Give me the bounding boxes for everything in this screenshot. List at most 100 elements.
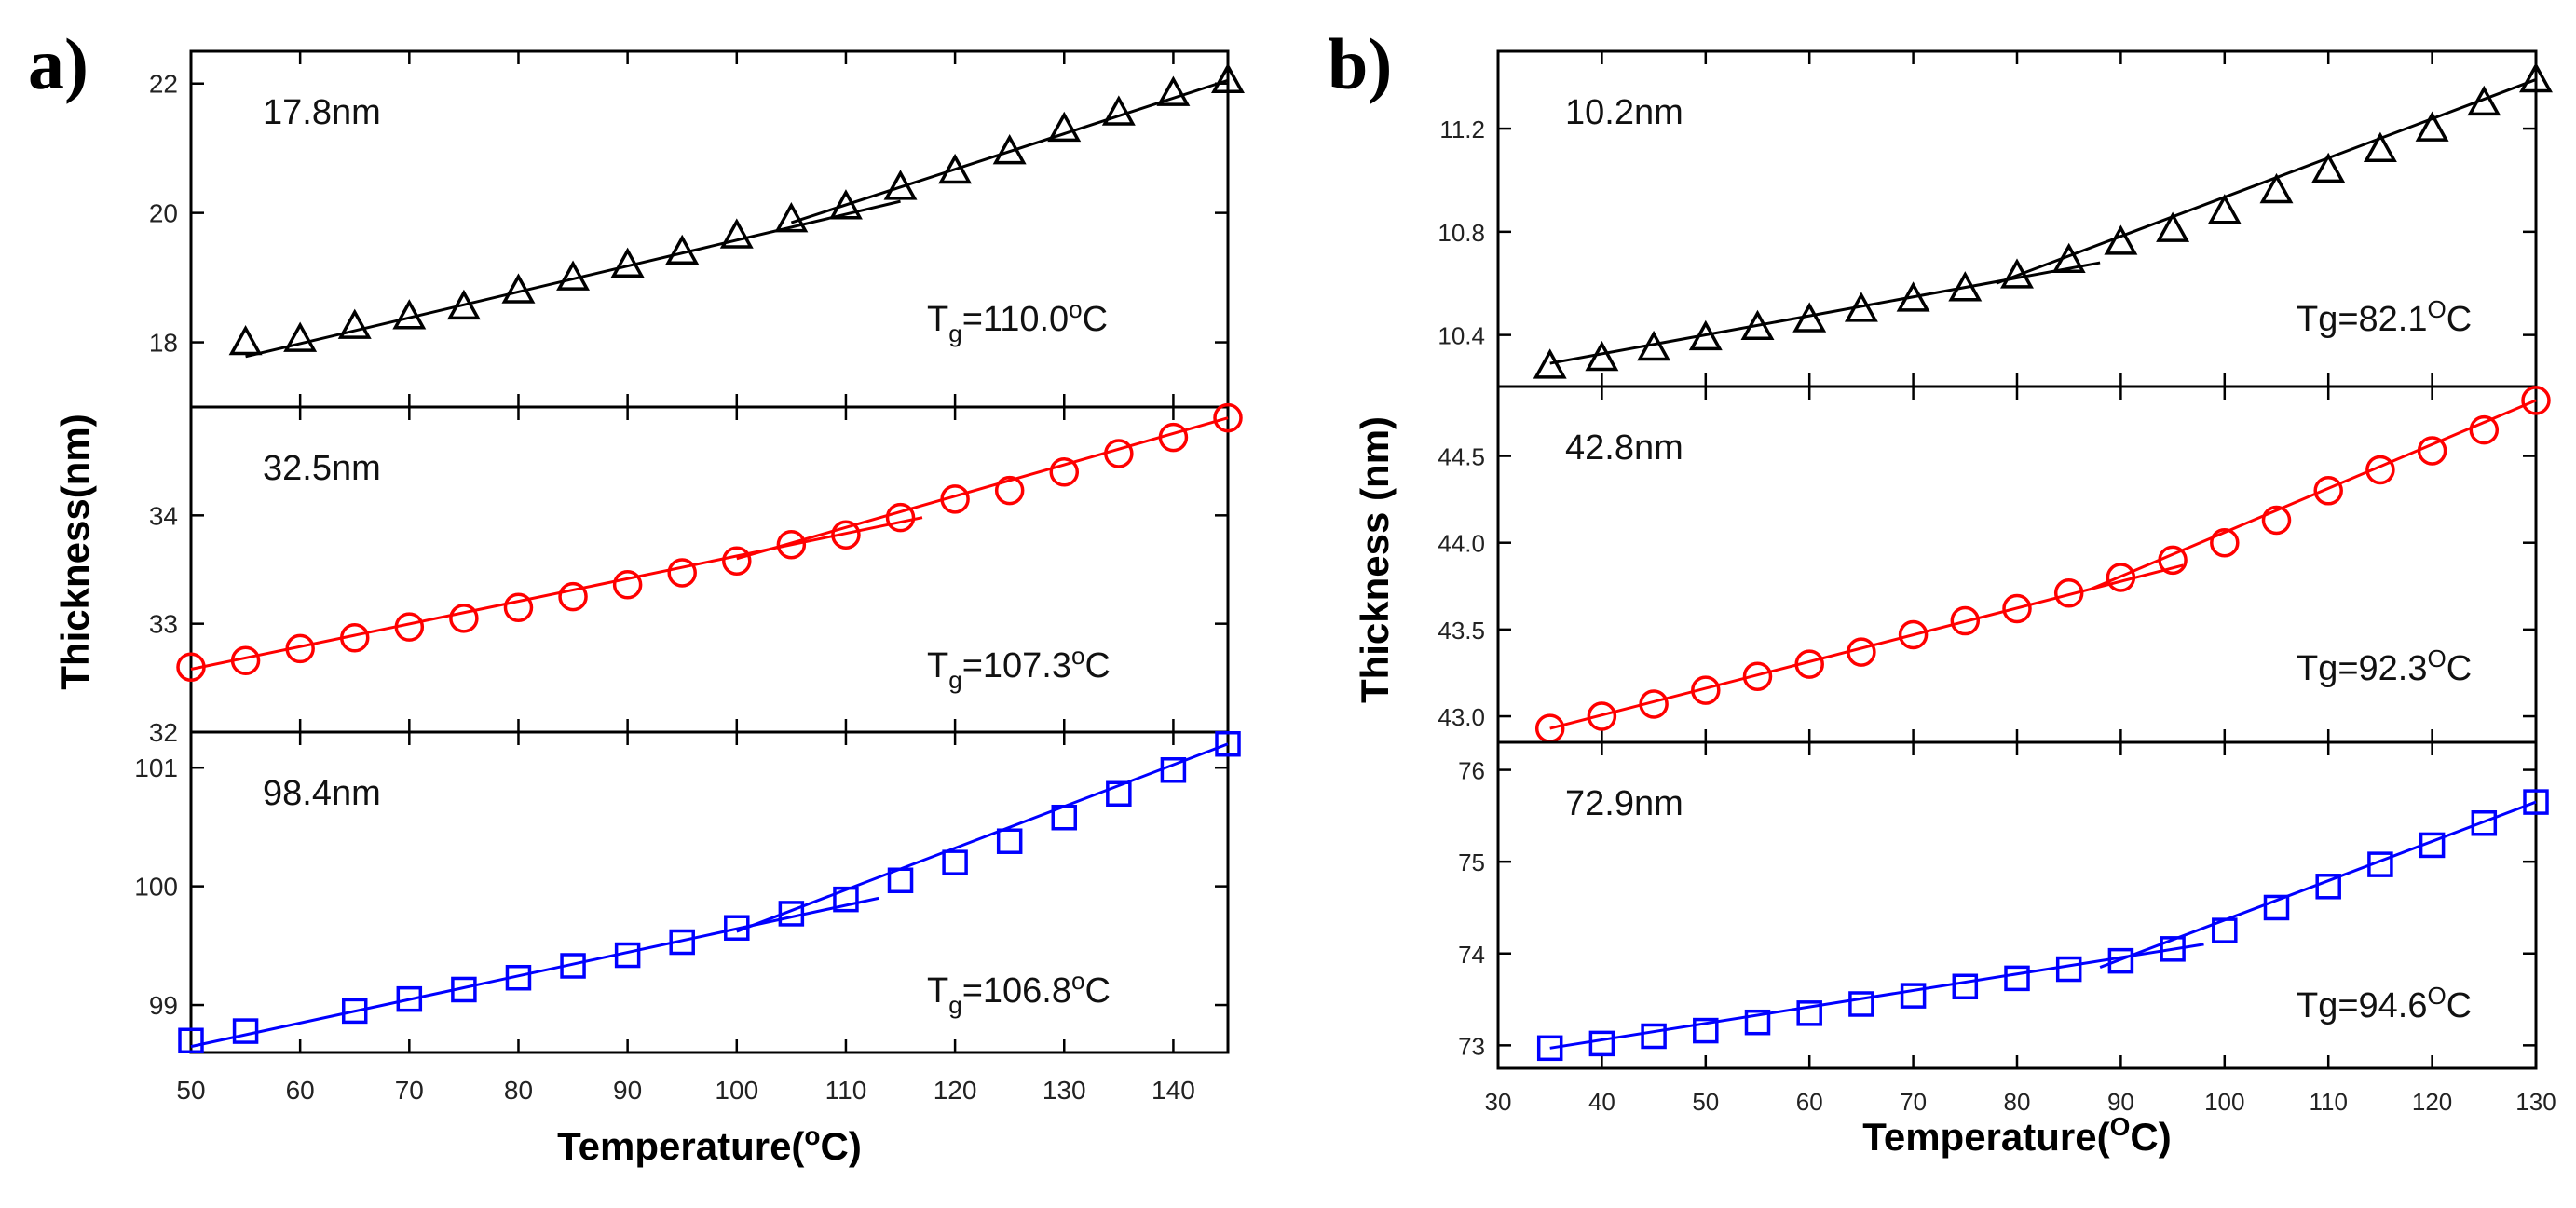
data-point	[1950, 605, 1981, 636]
y-tick-label: 20	[149, 199, 178, 228]
y-tick-label: 101	[134, 753, 178, 782]
subplot-98-4nm: 99 100 101 98.4nm Tg=106.8oC	[134, 730, 1241, 1054]
tg-prefix: T	[927, 971, 948, 1011]
subplot-32-5nm: 32 33 34 32.5nm Tg=107.3oC	[149, 402, 1243, 747]
data-point	[1104, 439, 1134, 468]
tg-unit: C	[1084, 971, 1110, 1011]
tg-label: Tg=94.6OC	[2297, 982, 2472, 1025]
data-point	[1156, 75, 1191, 106]
data-point	[1844, 292, 1878, 322]
data-point	[446, 289, 481, 320]
data-point	[1948, 271, 1983, 302]
subplot-10-2nm: 10.4 10.8 11.2 10.2nm Tg=82.1OC	[1438, 49, 2553, 388]
x-tick-label: 60	[1796, 1088, 1823, 1116]
x-tick-label: 110	[2309, 1088, 2347, 1116]
data-point	[283, 321, 318, 352]
tg-value: =106.8	[962, 971, 1071, 1011]
fit-line-high	[736, 416, 1229, 561]
data-point	[2471, 810, 2498, 836]
data-point	[176, 652, 206, 682]
data-point	[2004, 965, 2030, 992]
data-point	[2521, 386, 2551, 415]
tg-value: =110.0	[962, 300, 1069, 339]
data-point	[994, 475, 1025, 506]
x-tick-label: 70	[395, 1076, 424, 1105]
y-tick-label: 33	[149, 610, 178, 639]
data-point	[1792, 302, 1827, 333]
data-point	[992, 134, 1027, 165]
data-point	[451, 976, 477, 1003]
x-axis-label: Temperature(oC)	[557, 1121, 862, 1168]
tg-unit: C	[2447, 649, 2472, 688]
x-tick-label: 50	[176, 1076, 205, 1105]
x-label-sup: O	[2110, 1112, 2131, 1141]
data-point	[2523, 789, 2549, 815]
data-point	[2002, 593, 2032, 624]
y-tick-label: 100	[134, 873, 178, 902]
data-point	[505, 964, 532, 991]
data-point	[2261, 505, 2292, 536]
data-point	[178, 1027, 204, 1054]
panel-label: a)	[28, 23, 89, 104]
tg-prefix: T	[927, 646, 948, 685]
data-point	[1106, 780, 1132, 808]
data-point	[230, 645, 261, 675]
data-point	[1639, 689, 1669, 719]
y-tick-label: 75	[1458, 848, 1485, 876]
data-point	[2315, 874, 2341, 900]
data-point	[1585, 340, 1619, 372]
fit-line-low	[1549, 943, 2204, 1050]
y-tick-label: 44.5	[1438, 443, 1485, 471]
data-point	[2000, 258, 2034, 289]
tg-sup: o	[1071, 642, 1084, 670]
x-tick-label: 90	[613, 1076, 642, 1105]
data-point	[774, 201, 809, 233]
x-tick-label: 130	[2515, 1088, 2556, 1116]
fit-line-high	[790, 78, 1229, 224]
data-point	[610, 247, 645, 278]
x-tick-label: 50	[1692, 1088, 1719, 1116]
data-point	[396, 985, 423, 1012]
thickness-label: 32.5nm	[263, 449, 381, 488]
data-point	[1952, 973, 1979, 1000]
data-point	[1101, 95, 1136, 126]
thickness-label: 98.4nm	[263, 774, 381, 813]
data-point	[337, 308, 372, 339]
subplot-17-8nm: 18 20 22 17.8nm Tg=110.0oC	[149, 49, 1245, 409]
data-point	[1158, 422, 1189, 453]
data-point	[2207, 194, 2242, 224]
subplot-72-9nm: 73 74 75 76 72.9nm Tg=94.6OC	[1458, 740, 2549, 1070]
tg-label: Tg=92.3OC	[2297, 645, 2472, 688]
x-label-main: Temperature(	[1862, 1115, 2109, 1159]
tg-sup: O	[2428, 295, 2447, 323]
data-point	[2212, 917, 2238, 943]
y-tick-label: 32	[149, 718, 178, 747]
y-tick-label: 74	[1458, 941, 1485, 969]
data-point	[1847, 637, 1876, 667]
thickness-label: 10.2nm	[1565, 93, 1683, 132]
data-point	[394, 612, 425, 642]
data-point	[2051, 242, 2086, 274]
panel-a: a)Thickness(nm)18202217.8nmTg=110.0oC323…	[28, 23, 1245, 1168]
data-point	[503, 592, 534, 622]
y-tick-label: 43.5	[1438, 617, 1485, 645]
x-tick-label: 80	[2004, 1088, 2031, 1116]
data-point	[449, 604, 479, 633]
data-point	[1744, 1009, 1771, 1036]
data-point	[1637, 330, 1671, 361]
data-point	[719, 218, 754, 249]
tg-sup: O	[2428, 645, 2447, 672]
panel-label: b)	[1328, 23, 1392, 104]
y-tick-label: 76	[1458, 757, 1485, 785]
data-point	[724, 915, 750, 941]
tg-unit: C	[1084, 646, 1110, 685]
fit-line-low	[245, 199, 901, 359]
data-point	[669, 929, 695, 956]
data-point	[1213, 402, 1243, 433]
data-point	[2313, 476, 2343, 506]
data-point	[1688, 319, 1723, 351]
data-point	[1047, 111, 1082, 143]
data-point	[1691, 675, 1721, 705]
data-point	[1900, 983, 1927, 1009]
